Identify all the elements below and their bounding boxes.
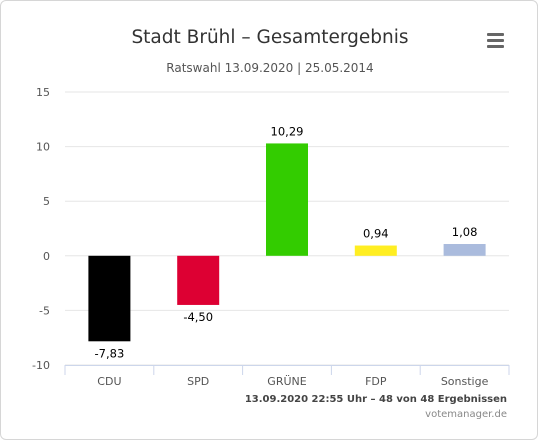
bar	[354, 245, 397, 256]
y-tick-label: -5	[39, 304, 50, 317]
y-tick-label: 0	[43, 250, 50, 263]
bar	[177, 255, 220, 305]
chart-title: Stadt Brühl – Gesamtergebnis	[131, 27, 409, 48]
x-tick-label: CDU	[97, 375, 121, 388]
bar-value-label: -7,83	[95, 346, 125, 360]
bar	[266, 143, 308, 256]
y-tick-label: 15	[36, 86, 50, 99]
hamburger-menu-icon[interactable]	[487, 33, 509, 51]
x-tick-label: GRÜNE	[267, 375, 306, 388]
x-tick-label: FDP	[365, 375, 387, 388]
bar	[88, 255, 131, 342]
bar-value-label: -4,50	[183, 310, 213, 324]
bar-value-label: 1,08	[452, 225, 478, 239]
footer-credit: votemanager.de	[425, 409, 507, 420]
x-tick-label: Sonstige	[441, 375, 489, 388]
y-tick-label: 5	[43, 195, 50, 208]
chart-subtitle: Ratswahl 13.09.2020 | 25.05.2014	[166, 61, 374, 75]
y-tick-label: 10	[36, 141, 50, 154]
bar-value-label: 10,29	[271, 124, 304, 138]
x-tick-label: SPD	[187, 375, 209, 388]
bar-value-label: 0,94	[363, 227, 389, 241]
bar	[443, 244, 486, 256]
y-tick-label: -10	[32, 359, 50, 372]
footer-date-line: 13.09.2020 22:55 Uhr – 48 von 48 Ergebni…	[244, 394, 507, 405]
